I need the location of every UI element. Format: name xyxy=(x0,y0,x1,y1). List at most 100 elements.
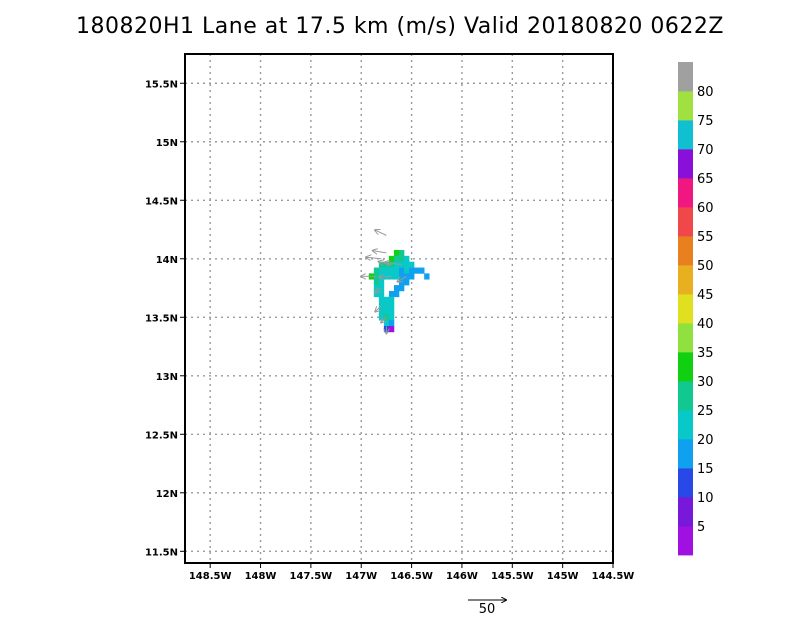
wind-cell-33 xyxy=(373,279,380,286)
wind-cell-34 xyxy=(378,279,385,286)
wind-cell-42 xyxy=(378,290,385,298)
y-tick-label-8: 15.5N xyxy=(145,79,178,90)
wind-vector-4 xyxy=(385,262,402,264)
wind-cell-43 xyxy=(388,290,395,298)
colorbar-segment-11 xyxy=(678,207,693,237)
wind-cell-57 xyxy=(383,320,390,327)
colorbar-label-0: 5 xyxy=(697,520,705,535)
y-tick-label-0: 11.5N xyxy=(145,547,178,558)
wind-vector-1 xyxy=(366,257,382,259)
wind-cell-12 xyxy=(409,261,415,268)
wind-cell-50 xyxy=(388,302,395,309)
colorbar-label-13: 70 xyxy=(697,143,714,158)
wind-cell-1 xyxy=(399,249,405,257)
colorbar-label-7: 40 xyxy=(697,317,714,332)
colorbar-label-6: 35 xyxy=(697,346,714,361)
x-tick-label-1: 148W xyxy=(245,571,277,582)
x-tick-label-5: 146W xyxy=(446,571,478,582)
wind-cell-44 xyxy=(393,290,400,298)
wind-vectors xyxy=(361,230,407,333)
colorbar-label-14: 75 xyxy=(697,114,714,129)
colorbar: 5 10 15 20 25 30 35 40 45 50 55 60 65 70 75 80 xyxy=(678,62,714,556)
wind-cell-30 xyxy=(404,273,410,280)
colorbar-segment-1 xyxy=(678,497,693,527)
wind-cell-52 xyxy=(383,308,390,315)
colorbar-segment-7 xyxy=(678,323,693,353)
wind-cell-10 xyxy=(399,261,405,268)
wind-vector-2 xyxy=(373,251,387,253)
wind-cell-31 xyxy=(409,273,415,280)
wind-cell-4 xyxy=(399,255,405,262)
wind-cell-9 xyxy=(393,261,400,268)
x-tick-label-0: 148.5W xyxy=(189,571,232,582)
colorbar-segment-0 xyxy=(678,526,693,556)
y-tick-label-2: 12.5N xyxy=(145,430,178,441)
colorbar-label-11: 60 xyxy=(697,201,714,216)
y-tick-label-6: 14.5N xyxy=(145,196,178,207)
wind-cell-56 xyxy=(388,314,395,321)
wind-cell-3 xyxy=(393,255,400,262)
wind-cell-58 xyxy=(388,320,395,327)
wind-cell-32 xyxy=(424,273,430,280)
wind-cell-53 xyxy=(388,308,395,315)
colorbar-segment-2 xyxy=(678,468,693,498)
colorbar-segment-5 xyxy=(678,381,693,411)
colorbar-segment-9 xyxy=(678,265,693,295)
wind-cell-16 xyxy=(388,267,395,274)
wind-cell-18 xyxy=(399,267,405,274)
wind-cell-29 xyxy=(399,273,405,280)
wind-vector-8 xyxy=(375,288,382,293)
wind-cell-2 xyxy=(388,255,395,262)
wind-cell-47 xyxy=(388,296,395,303)
y-tick-label-4: 13.5N xyxy=(145,313,178,324)
colorbar-segment-6 xyxy=(678,352,693,382)
colorbar-label-4: 25 xyxy=(697,404,714,419)
colorbar-segment-15 xyxy=(678,91,693,121)
wind-cell-20 xyxy=(409,267,415,274)
wind-cell-28 xyxy=(393,273,400,280)
wind-cell-51 xyxy=(378,308,385,315)
y-tick-label-7: 15N xyxy=(156,138,178,149)
wind-cell-54 xyxy=(378,314,385,321)
x-tick-label-8: 144.5W xyxy=(592,571,635,582)
colorbar-label-15: 80 xyxy=(697,85,714,100)
wind-cell-46 xyxy=(383,296,390,303)
wind-cell-48 xyxy=(378,302,385,309)
x-tick-label-7: 145W xyxy=(547,571,579,582)
colorbar-segment-14 xyxy=(678,120,693,150)
chart-title: 180820H1 Lane at 17.5 km (m/s) Valid 201… xyxy=(76,14,724,39)
colorbar-segment-12 xyxy=(678,178,693,208)
wind-cell-41 xyxy=(373,290,380,298)
wind-vector-6 xyxy=(379,276,392,277)
wind-cell-27 xyxy=(388,273,395,280)
wind-cell-39 xyxy=(393,285,400,292)
colorbar-segment-13 xyxy=(678,149,693,179)
reference-vector: 50 xyxy=(468,600,506,617)
wind-cell-15 xyxy=(383,267,390,274)
wind-cell-24 xyxy=(373,273,380,280)
wind-cell-5 xyxy=(404,255,410,262)
wind-cell-49 xyxy=(383,302,390,309)
wind-vector-10 xyxy=(381,316,387,322)
colorbar-label-8: 45 xyxy=(697,288,714,303)
colorbar-segment-4 xyxy=(678,410,693,440)
wind-vector-7 xyxy=(397,275,407,281)
wind-cell-36 xyxy=(404,279,410,286)
wind-cell-21 xyxy=(414,267,420,274)
x-tick-label-2: 147.5W xyxy=(290,571,333,582)
wind-cell-22 xyxy=(419,267,425,274)
wind-cell-0 xyxy=(393,249,400,257)
wind-vector-0 xyxy=(375,230,387,236)
y-tick-label-5: 14N xyxy=(156,255,178,266)
colorbar-label-2: 15 xyxy=(697,462,714,477)
wind-cell-8 xyxy=(388,261,395,268)
colorbar-label-9: 50 xyxy=(697,259,714,274)
grid-lines xyxy=(185,54,614,563)
wind-cell-11 xyxy=(404,261,410,268)
wind-cell-14 xyxy=(378,267,385,274)
reference-vector-label: 50 xyxy=(479,602,496,617)
colorbar-segment-8 xyxy=(678,294,693,324)
colorbar-segment-3 xyxy=(678,439,693,469)
colorbar-segment-10 xyxy=(678,236,693,266)
